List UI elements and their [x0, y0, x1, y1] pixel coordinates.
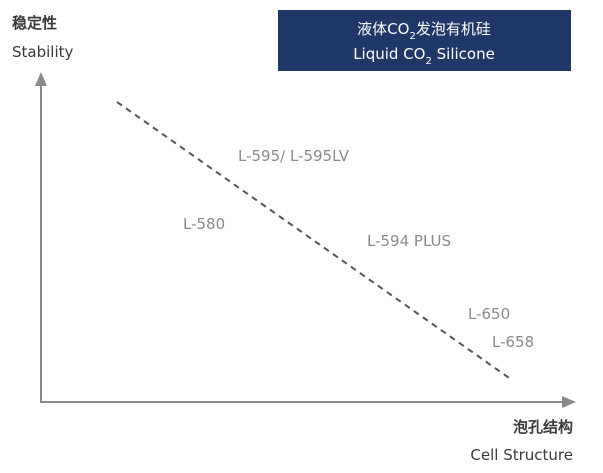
badge-line1-sub: 2 [409, 31, 415, 42]
badge-line2: Liquid CO2 Silicone [353, 45, 495, 67]
badge-line2-pre: Liquid CO [353, 45, 425, 63]
x-axis-arrow-icon [562, 396, 576, 408]
y-axis-arrow-icon [35, 72, 47, 86]
product-label-l658: L-658 [492, 333, 534, 351]
product-label-l594plus: L-594 PLUS [367, 232, 451, 250]
product-label-l650: L-650 [468, 305, 510, 323]
trend-line [116, 101, 513, 381]
x-axis-label-cn: 泡孔结构 [513, 418, 573, 436]
badge-line1: 液体CO2发泡有机硅 [357, 20, 491, 42]
x-axis-label-en: Cell Structure [470, 446, 573, 464]
y-axis-label-cn: 稳定性 [12, 14, 57, 32]
badge-line1-pre: 液体CO [357, 20, 409, 38]
y-axis-label-en: Stability [12, 43, 74, 61]
badge-box [278, 10, 571, 71]
product-label-l580: L-580 [183, 215, 225, 233]
badge-line1-post: 发泡有机硅 [416, 20, 491, 38]
badge-line2-sub: 2 [425, 56, 431, 67]
badge-line2-post: Silicone [432, 45, 495, 63]
product-label-l595: L-595/ L-595LV [238, 147, 350, 165]
